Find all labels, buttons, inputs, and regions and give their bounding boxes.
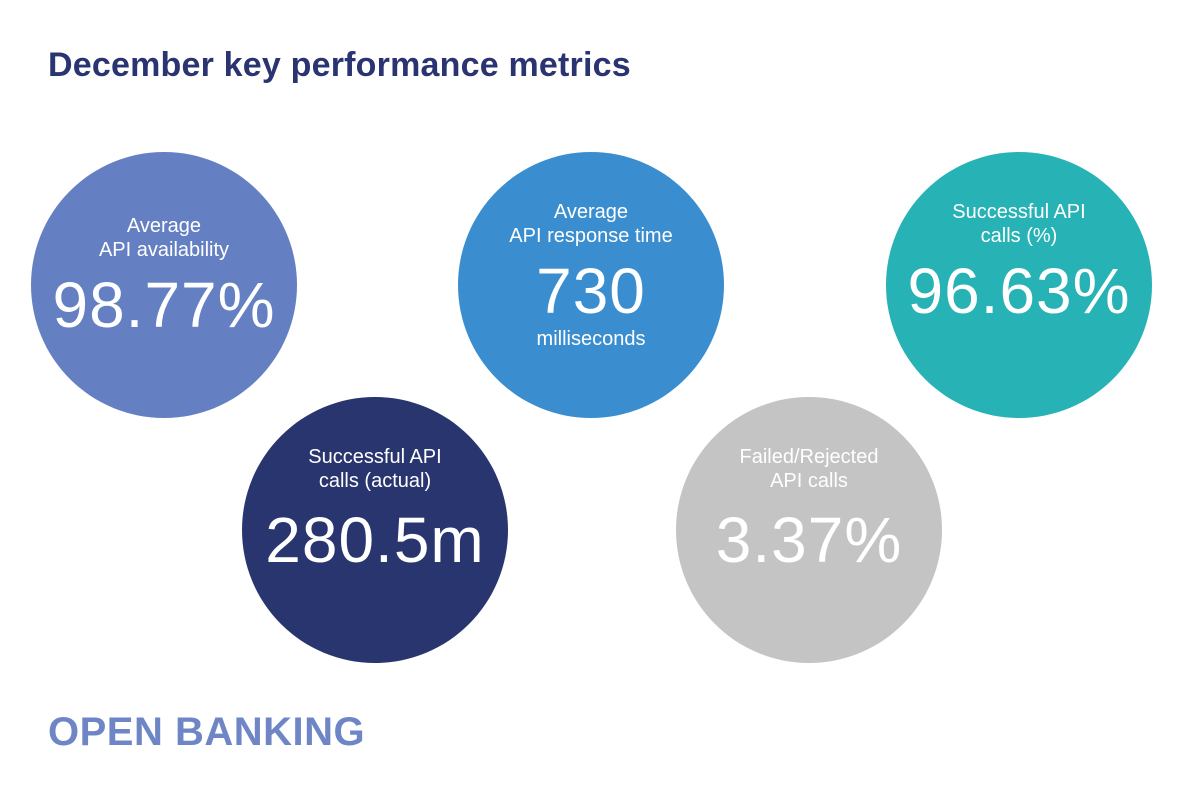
metric-failed-rejected-calls: Failed/Rejected API calls 3.37% — [676, 397, 942, 663]
metric-value: 96.63% — [907, 255, 1131, 327]
metric-label: Average API availability — [98, 215, 230, 261]
metric-value: 98.77% — [52, 269, 276, 341]
metric-successful-calls-percent: Successful API calls (%) 96.63% — [886, 152, 1152, 418]
open-banking-logo: OPEN BANKING — [48, 710, 366, 754]
metric-api-response-time: Average API response time 730 millisecon… — [458, 152, 724, 418]
metric-label: Successful API calls (%) — [952, 201, 1086, 247]
metric-value: 3.37% — [715, 504, 903, 576]
metric-label: Failed/Rejected API calls — [739, 446, 879, 492]
metric-successful-calls-actual: Successful API calls (actual) 280.5m — [242, 397, 508, 663]
metric-label: Successful API calls (actual) — [308, 446, 442, 492]
metric-api-availability: Average API availability 98.77% — [31, 152, 297, 418]
metric-value: 280.5m — [265, 504, 485, 576]
metric-value: 730 — [536, 255, 646, 327]
metric-unit: milliseconds — [536, 328, 646, 350]
page-title: December key performance metrics — [48, 46, 631, 84]
metric-label: Average API response time — [509, 201, 673, 247]
